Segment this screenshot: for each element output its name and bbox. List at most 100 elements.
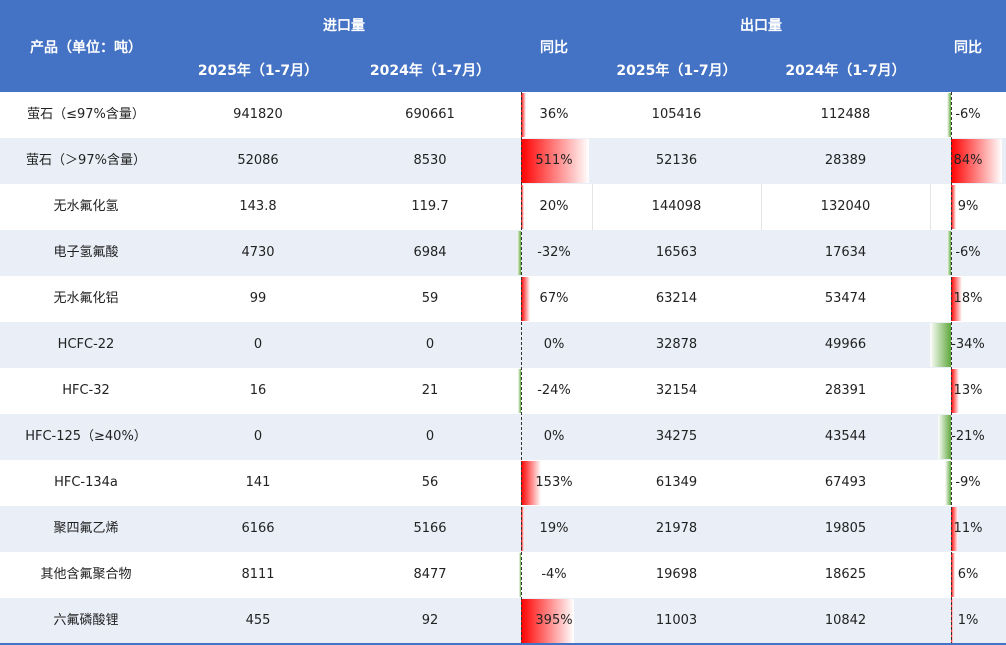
table-row: 聚四氟乙烯 6166 5166 21978 19805 19% 11%: [0, 506, 1006, 552]
export-yoy-bar: [951, 185, 957, 229]
import-yoy-cell: -4%: [541, 567, 567, 582]
bottom-border: [0, 643, 1006, 645]
import-2025-cell: 16: [249, 383, 267, 398]
table-row: 无水氟化氢 143.8 119.7 144098 132040 20% 9%: [0, 184, 1006, 230]
import-yoy-cell: 511%: [535, 153, 573, 168]
table-row: 无水氟化铝 99 59 63214 53474 67% 18%: [0, 276, 1006, 322]
import-2025-cell: 143.8: [239, 199, 277, 214]
export-yoy-bar: [951, 369, 959, 413]
export-2024-cell: 10842: [824, 613, 867, 628]
import-yoy-cell: 67%: [539, 291, 569, 306]
export-2024-cell: 49966: [824, 337, 867, 352]
product-cell: HFC-125（≥40%）: [25, 429, 147, 444]
import-2024-cell: 92: [421, 613, 439, 628]
import-2025-cell: 0: [253, 429, 263, 444]
export-2025-cell: 144098: [651, 199, 702, 214]
export-yoy-cell: 13%: [953, 383, 983, 398]
import-yoy-cell: 0%: [543, 337, 565, 352]
export-2025-cell: 105416: [651, 107, 702, 122]
import-2024-cell: 0: [425, 337, 435, 352]
export-yoy-cell: -21%: [951, 429, 985, 444]
export-2025-cell: 63214: [655, 291, 698, 306]
export-2024-cell: 132040: [820, 199, 871, 214]
export-2024-cell: 53474: [824, 291, 867, 306]
export-2024-cell: 18625: [824, 567, 867, 582]
export-2025-cell: 32154: [655, 383, 698, 398]
import-2025-cell: 4730: [241, 245, 275, 260]
export-2025-cell: 52136: [655, 153, 698, 168]
import-yoy-bar: [521, 93, 526, 137]
import-yoy-cell: 0%: [543, 429, 565, 444]
export-yoy-cell: 6%: [957, 567, 979, 582]
export-yoy-bar: [951, 277, 962, 321]
import-2025-cell: 6166: [241, 521, 275, 536]
export-group-header: 出口量: [740, 18, 782, 34]
import-yoy-cell: -24%: [537, 383, 571, 398]
import-group-header: 进口量: [323, 18, 365, 34]
table-row: HFC-134a 141 56 61349 67493 153% -9%: [0, 460, 1006, 506]
export-yoy-cell: 84%: [953, 153, 983, 168]
export-2025-cell: 34275: [655, 429, 698, 444]
export-yoy-bar: [951, 507, 958, 551]
table-row: HCFC-22 0 0 32878 49966 0% -34%: [0, 322, 1006, 368]
export-yoy-cell: 1%: [957, 613, 979, 628]
export-yoy-bar: [947, 231, 951, 275]
import-2024-cell: 56: [421, 475, 439, 490]
product-cell: 六氟磷酸锂: [53, 613, 119, 628]
import-yoy-cell: 153%: [535, 475, 573, 490]
import-yoy-bar: [521, 139, 589, 183]
import-2025-cell: 0: [253, 337, 263, 352]
export-2024-cell: 67493: [824, 475, 867, 490]
cell-border: [930, 184, 931, 230]
product-cell: 无水氟化铝: [53, 291, 119, 306]
import-yoy-cell: 19%: [539, 521, 569, 536]
product-header: 产品（单位：吨）: [30, 40, 142, 56]
import-2025-cell: 99: [249, 291, 267, 306]
import-yoy-cell: -32%: [537, 245, 571, 260]
export-yoy-axis: [951, 92, 952, 645]
export-yoy-cell: 18%: [953, 291, 983, 306]
import-yoy-bar: [521, 507, 524, 551]
export-2025-header: 2025年（1-7月）: [616, 63, 737, 79]
table-row: 萤石（≤97%含量） 941820 690661 105416 112488 36% -6%: [0, 92, 1006, 138]
export-2024-cell: 43544: [824, 429, 867, 444]
import-yoy-bar: [518, 369, 521, 413]
export-2024-cell: 112488: [820, 107, 871, 122]
export-2025-cell: 21978: [655, 521, 698, 536]
import-2024-cell: 0: [425, 429, 435, 444]
import-2024-cell: 119.7: [411, 199, 449, 214]
product-cell: 萤石（≤97%含量）: [27, 107, 145, 122]
import-yoy-bar: [521, 461, 542, 505]
export-yoy-cell: 11%: [953, 521, 983, 536]
import-yoy-bar: [517, 231, 521, 275]
export-2024-cell: 28391: [824, 383, 867, 398]
export-yoy-bar: [945, 461, 951, 505]
product-cell: 无水氟化氢: [53, 199, 119, 214]
import-2024-cell: 8530: [413, 153, 447, 168]
export-yoy-cell: 9%: [957, 199, 979, 214]
import-yoy-bar: [521, 277, 530, 321]
export-yoy-bar: [951, 553, 955, 597]
export-yoy-header: 同比: [954, 40, 982, 56]
export-2024-cell: 17634: [824, 245, 867, 260]
import-2025-cell: 941820: [233, 107, 283, 122]
import-2024-header: 2024年（1-7月）: [369, 63, 491, 79]
import-yoy-bar: [519, 553, 521, 597]
table-row: 其他含氟聚合物 8111 8477 19698 18625 -4% 6%: [0, 552, 1006, 598]
export-2024-header: 2024年（1-7月）: [785, 63, 906, 79]
export-2024-cell: 19805: [824, 521, 867, 536]
import-2024-cell: 21: [421, 383, 439, 398]
product-cell: HFC-134a: [54, 475, 118, 490]
import-2024-cell: 6984: [413, 245, 447, 260]
import-2024-cell: 690661: [405, 107, 455, 122]
import-2025-header: 2025年（1-7月）: [197, 63, 319, 79]
export-yoy-cell: -6%: [955, 107, 981, 122]
export-2025-cell: 19698: [655, 567, 698, 582]
table-header: 产品（单位：吨） 进口量 2025年（1-7月） 2024年（1-7月） 同比 …: [0, 0, 1006, 92]
import-2025-cell: 141: [245, 475, 271, 490]
export-2025-cell: 61349: [655, 475, 698, 490]
export-yoy-bar: [947, 93, 951, 137]
import-2024-cell: 5166: [413, 521, 447, 536]
export-yoy-cell: -6%: [955, 245, 981, 260]
